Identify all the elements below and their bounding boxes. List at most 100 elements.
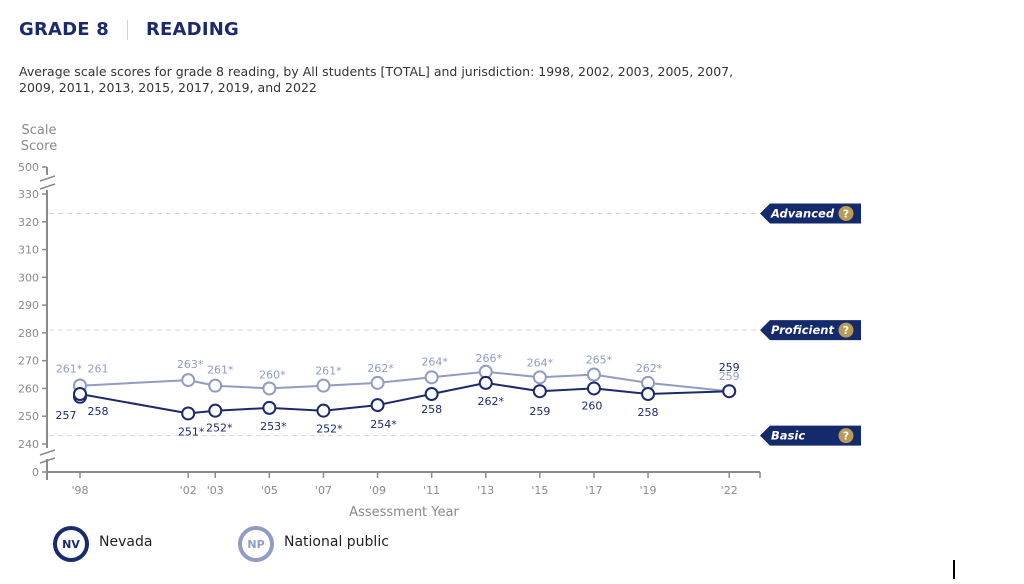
x-tick-label: '13 bbox=[477, 484, 494, 497]
data-label-nv: 252* bbox=[206, 422, 233, 435]
level-tag-shape bbox=[760, 425, 861, 446]
x-tick-label: '19 bbox=[640, 484, 657, 497]
help-icon-glyph: ? bbox=[843, 430, 849, 443]
help-icon[interactable] bbox=[838, 428, 854, 444]
y-tick-label: 310 bbox=[18, 244, 39, 257]
data-point-nv bbox=[181, 406, 196, 421]
help-icon[interactable] bbox=[838, 322, 854, 338]
data-label-nv: 259 bbox=[529, 405, 550, 418]
y-axis-label-line1: Scale bbox=[22, 123, 57, 138]
data-point-np bbox=[316, 378, 331, 393]
data-point-nv bbox=[316, 403, 331, 418]
legend-item-national-public: NP National public bbox=[238, 526, 389, 562]
y-tick-label: 300 bbox=[18, 271, 39, 284]
data-label-nv: 254* bbox=[370, 418, 397, 431]
x-axis-label: Assessment Year bbox=[349, 505, 459, 520]
data-point-nv bbox=[262, 400, 277, 415]
data-label-nv: 251* bbox=[178, 425, 205, 438]
y-tick-label: 500 bbox=[18, 161, 39, 174]
help-icon[interactable] bbox=[838, 205, 854, 221]
data-label-nv: 257 bbox=[56, 409, 77, 422]
level-tag-label: Proficient bbox=[771, 323, 834, 337]
data-label-nv: 258 bbox=[421, 403, 442, 416]
data-point-np bbox=[208, 378, 223, 393]
data-point-nv bbox=[73, 387, 87, 401]
text-cursor bbox=[953, 560, 955, 579]
y-tick-label: 330 bbox=[18, 188, 39, 201]
data-label-nv: 252* bbox=[316, 423, 343, 436]
series-line-np bbox=[79, 370, 730, 393]
data-label-np: 259 bbox=[719, 370, 740, 383]
data-point-nv bbox=[722, 384, 737, 399]
data-point-nv bbox=[424, 387, 439, 401]
help-icon-glyph: ? bbox=[843, 207, 849, 220]
legend-label-national-public: National public bbox=[284, 534, 389, 550]
data-point-nv bbox=[586, 381, 601, 396]
level-tag-shape bbox=[760, 203, 861, 224]
y-tick-label: 240 bbox=[18, 438, 39, 451]
x-tick-label: '11 bbox=[423, 484, 440, 497]
data-label-nv: 258 bbox=[638, 406, 659, 419]
data-label-np: 261* bbox=[315, 365, 342, 378]
achievement-level-tag-basic: Basic? bbox=[760, 425, 861, 446]
chart-header: GRADE 8 READING bbox=[19, 19, 239, 40]
nevada-badge-icon: NV bbox=[53, 526, 89, 562]
y-axis-label-line2: Score bbox=[21, 139, 57, 154]
data-label-np: 260* bbox=[259, 368, 286, 381]
x-tick-label: '09 bbox=[369, 484, 386, 497]
grade-title: GRADE 8 bbox=[19, 19, 109, 40]
national-public-badge-icon: NP bbox=[238, 526, 274, 562]
data-label-np: 262* bbox=[636, 362, 663, 375]
data-point-nv bbox=[478, 375, 493, 390]
chart-subtitle: Average scale scores for grade 8 reading… bbox=[19, 64, 734, 95]
data-label-np: 261* bbox=[56, 363, 83, 376]
data-label-nv: 259 bbox=[719, 361, 740, 374]
x-tick-label: '05 bbox=[261, 484, 278, 497]
data-label-np: 264* bbox=[527, 356, 554, 369]
data-label-np: 266* bbox=[476, 352, 503, 365]
axis-break-mark bbox=[39, 449, 56, 456]
data-label-nv: 260 bbox=[581, 399, 602, 412]
y-tick-label: 0 bbox=[32, 466, 39, 479]
help-icon-glyph: ? bbox=[843, 324, 849, 337]
data-point-np bbox=[424, 370, 439, 385]
data-label-np: 262* bbox=[367, 362, 394, 375]
y-tick-label: 280 bbox=[18, 327, 39, 340]
legend-label-nevada: Nevada bbox=[99, 534, 153, 550]
data-label-nv: 253* bbox=[260, 420, 287, 433]
data-point-np bbox=[262, 381, 277, 396]
achievement-level-tag-proficient: Proficient? bbox=[760, 320, 861, 341]
level-tag-shape bbox=[760, 320, 861, 341]
x-tick-label: '15 bbox=[531, 484, 548, 497]
y-tick-label: 270 bbox=[18, 355, 39, 368]
x-tick-label: '17 bbox=[585, 484, 602, 497]
data-label-np: 263* bbox=[177, 358, 204, 371]
x-tick-label: '07 bbox=[315, 484, 332, 497]
achievement-level-tag-advanced: Advanced? bbox=[760, 203, 861, 224]
data-label-np: 261 bbox=[88, 363, 109, 376]
data-label-np: 265* bbox=[586, 354, 613, 367]
data-point-nv bbox=[208, 403, 223, 418]
y-tick-label: 250 bbox=[18, 410, 39, 423]
data-point-np bbox=[532, 370, 547, 385]
legend-item-nevada: NV Nevada bbox=[53, 526, 152, 562]
subject-title: READING bbox=[146, 19, 239, 40]
x-tick-label: '02 bbox=[180, 484, 197, 497]
y-tick-label: 320 bbox=[18, 216, 39, 229]
header-divider bbox=[127, 19, 128, 40]
axis-break-mark bbox=[39, 457, 56, 464]
data-point-np bbox=[370, 375, 385, 390]
y-tick-label: 260 bbox=[18, 382, 39, 395]
x-tick-label: '98 bbox=[71, 484, 88, 497]
axis-break-mark bbox=[39, 175, 56, 182]
data-label-np: 261* bbox=[207, 364, 234, 377]
level-tag-label: Basic bbox=[771, 429, 805, 443]
x-tick-label: '22 bbox=[721, 484, 738, 497]
data-point-np bbox=[586, 367, 601, 382]
data-label-np: 264* bbox=[421, 355, 448, 368]
data-point-nv bbox=[532, 384, 547, 399]
data-label-nv: 258 bbox=[88, 405, 109, 418]
data-point-np bbox=[181, 373, 196, 388]
x-tick-label: '03 bbox=[207, 484, 224, 497]
